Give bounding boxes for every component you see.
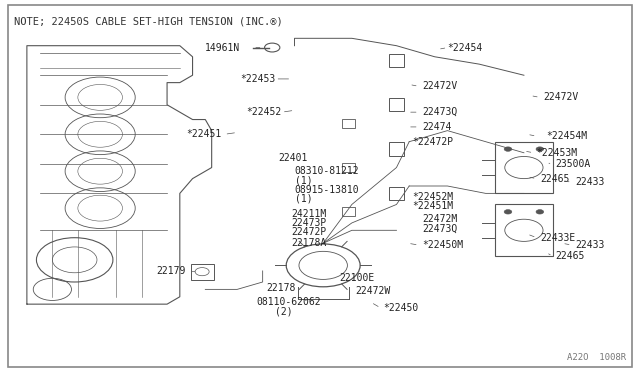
- Circle shape: [504, 147, 512, 151]
- Text: *22453: *22453: [240, 74, 275, 84]
- Text: *22451M: *22451M: [412, 201, 454, 211]
- Text: 22472V: 22472V: [422, 81, 457, 91]
- Text: 22473Q: 22473Q: [422, 107, 457, 117]
- Text: *22451: *22451: [186, 129, 221, 139]
- Text: 22465: 22465: [540, 174, 569, 184]
- Text: 22433: 22433: [575, 177, 604, 187]
- Text: 22401: 22401: [278, 153, 308, 163]
- Text: 23500A: 23500A: [556, 159, 591, 169]
- Text: 22473Q: 22473Q: [422, 224, 457, 234]
- Text: 22433E: 22433E: [540, 233, 575, 243]
- Text: 22100E: 22100E: [339, 273, 374, 283]
- Text: 22473P: 22473P: [291, 218, 326, 228]
- Text: *22454M: *22454M: [546, 131, 588, 141]
- Text: 22472W: 22472W: [355, 286, 390, 296]
- Text: 22179: 22179: [157, 266, 186, 276]
- Text: 22474: 22474: [422, 122, 451, 132]
- Text: (1): (1): [294, 194, 312, 204]
- Text: (2): (2): [275, 307, 293, 317]
- Text: 08915-13810: 08915-13810: [294, 185, 359, 195]
- Text: (1): (1): [294, 176, 312, 186]
- Text: 14961N: 14961N: [205, 42, 241, 52]
- Text: NOTE; 22450S CABLE SET-HIGH TENSION (INC.®): NOTE; 22450S CABLE SET-HIGH TENSION (INC…: [14, 17, 283, 27]
- Circle shape: [504, 210, 512, 214]
- Text: 22472M: 22472M: [422, 214, 457, 224]
- Text: 22178: 22178: [266, 283, 295, 292]
- Text: *22454: *22454: [447, 42, 483, 52]
- Text: 08310-81212: 08310-81212: [294, 166, 359, 176]
- Text: *22452M: *22452M: [412, 192, 454, 202]
- Text: 22472P: 22472P: [291, 227, 326, 237]
- Text: 22472V: 22472V: [543, 92, 579, 102]
- Circle shape: [536, 210, 543, 214]
- Text: 22178A: 22178A: [291, 238, 326, 248]
- Text: 08110-62062: 08110-62062: [256, 297, 321, 307]
- Text: *22453M: *22453M: [537, 148, 578, 158]
- Text: *22472P: *22472P: [412, 137, 454, 147]
- Text: A22O  1008R: A22O 1008R: [567, 353, 626, 362]
- Text: *22452: *22452: [246, 107, 282, 117]
- Text: *22450: *22450: [384, 303, 419, 313]
- Text: 22465: 22465: [556, 251, 585, 261]
- Text: 24211M: 24211M: [291, 209, 326, 219]
- Circle shape: [536, 147, 543, 151]
- Text: *22450M: *22450M: [422, 240, 463, 250]
- Text: 22433: 22433: [575, 240, 604, 250]
